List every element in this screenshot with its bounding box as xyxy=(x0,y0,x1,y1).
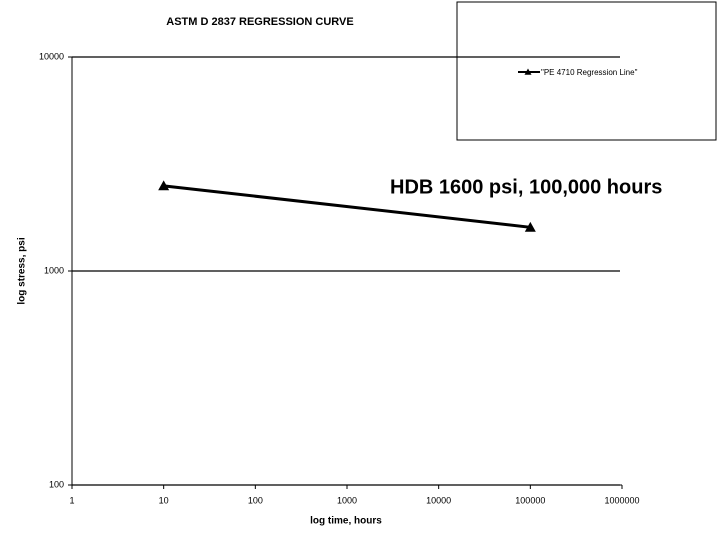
x-tick-label: 1000000 xyxy=(604,495,639,505)
y-tick-label: 100 xyxy=(49,479,64,489)
x-axis-label: log time, hours xyxy=(310,516,382,527)
y-axis-label: log stress, psi xyxy=(17,237,28,304)
legend-label: "PE 4710 Regression Line" xyxy=(541,68,638,77)
x-tick-label: 10000 xyxy=(426,495,451,505)
point-marker xyxy=(158,180,170,191)
legend-marker xyxy=(524,68,532,75)
y-tick-label: 10000 xyxy=(39,51,64,61)
y-tick-label: 1000 xyxy=(44,265,64,275)
annotation: HDB 1600 psi, 100,000 hours xyxy=(390,176,662,198)
point-marker xyxy=(524,221,536,232)
legend-box xyxy=(456,1,717,141)
x-tick-label: 1000 xyxy=(337,495,357,505)
x-tick-label: 100000 xyxy=(515,495,545,505)
x-tick-label: 1 xyxy=(69,495,74,505)
series-line xyxy=(163,184,531,229)
chart-title: ASTM D 2837 REGRESSION CURVE xyxy=(166,16,353,28)
x-tick-label: 10 xyxy=(159,495,169,505)
x-tick-label: 100 xyxy=(248,495,263,505)
